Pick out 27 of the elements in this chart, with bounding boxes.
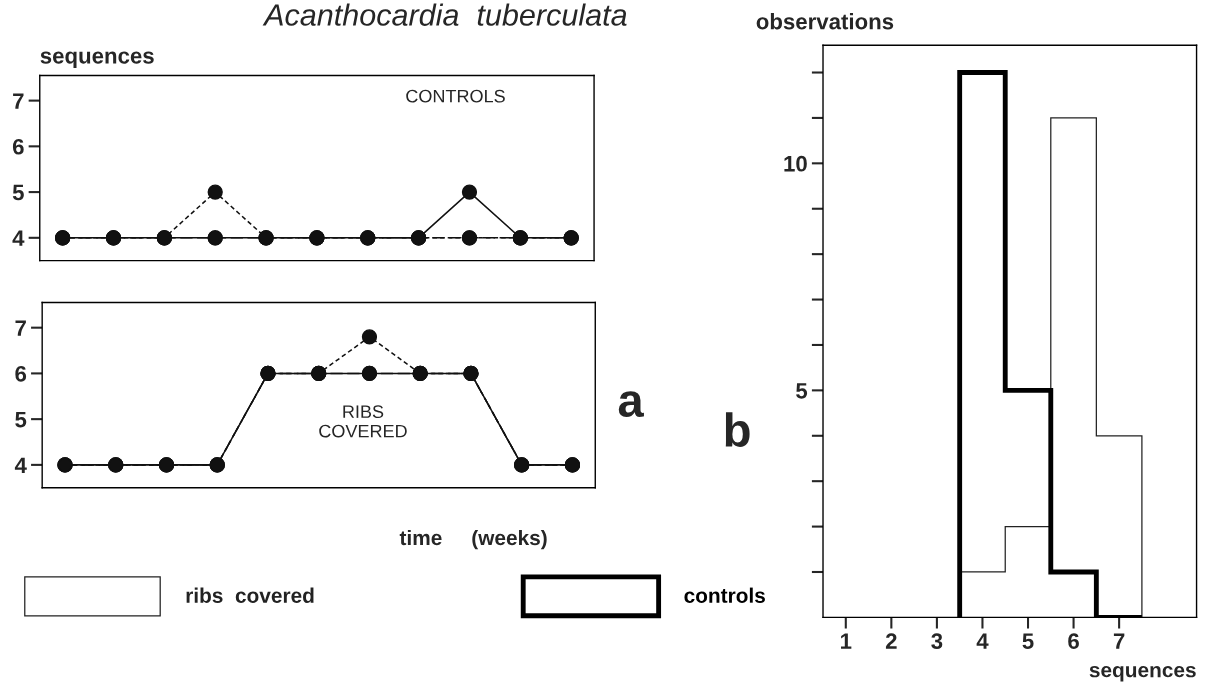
x-tick-label: 4 bbox=[976, 633, 989, 649]
text: ribs covered bbox=[186, 587, 314, 603]
x-tick-label: 5 bbox=[1022, 633, 1034, 649]
y-tick-label: 10 bbox=[784, 155, 807, 172]
text: controls bbox=[684, 587, 765, 603]
y-tick-label: 4 bbox=[14, 457, 27, 473]
y-axis-title: sequences bbox=[40, 51, 154, 69]
y-tick-label: 6 bbox=[12, 138, 24, 155]
y-tick-label: 5 bbox=[12, 184, 24, 201]
y-tick-label: 4 bbox=[12, 230, 25, 246]
x-tick-label: 2 bbox=[885, 633, 897, 649]
text: a bbox=[618, 391, 644, 418]
x-axis-title: time (weeks) bbox=[399, 529, 547, 550]
annotation: CONTROLS bbox=[406, 89, 505, 103]
y-tick-label: 6 bbox=[15, 365, 27, 382]
x-tick-label: 3 bbox=[931, 633, 943, 650]
y-tick-label: 5 bbox=[15, 411, 27, 428]
x-tick-label: 1 bbox=[841, 633, 852, 649]
x-axis-title: sequences bbox=[1089, 665, 1196, 682]
annotation: RIBS COVERED bbox=[319, 405, 407, 438]
text: b bbox=[725, 412, 750, 447]
y-tick-label: 7 bbox=[13, 93, 24, 109]
y-axis-title: observations bbox=[756, 13, 894, 30]
y-tick-label: 7 bbox=[15, 320, 26, 336]
x-tick-label: 6 bbox=[1068, 633, 1079, 649]
x-tick-label: 7 bbox=[1113, 633, 1125, 649]
chart-title: Acanthocardia tuberculata bbox=[262, 3, 627, 26]
